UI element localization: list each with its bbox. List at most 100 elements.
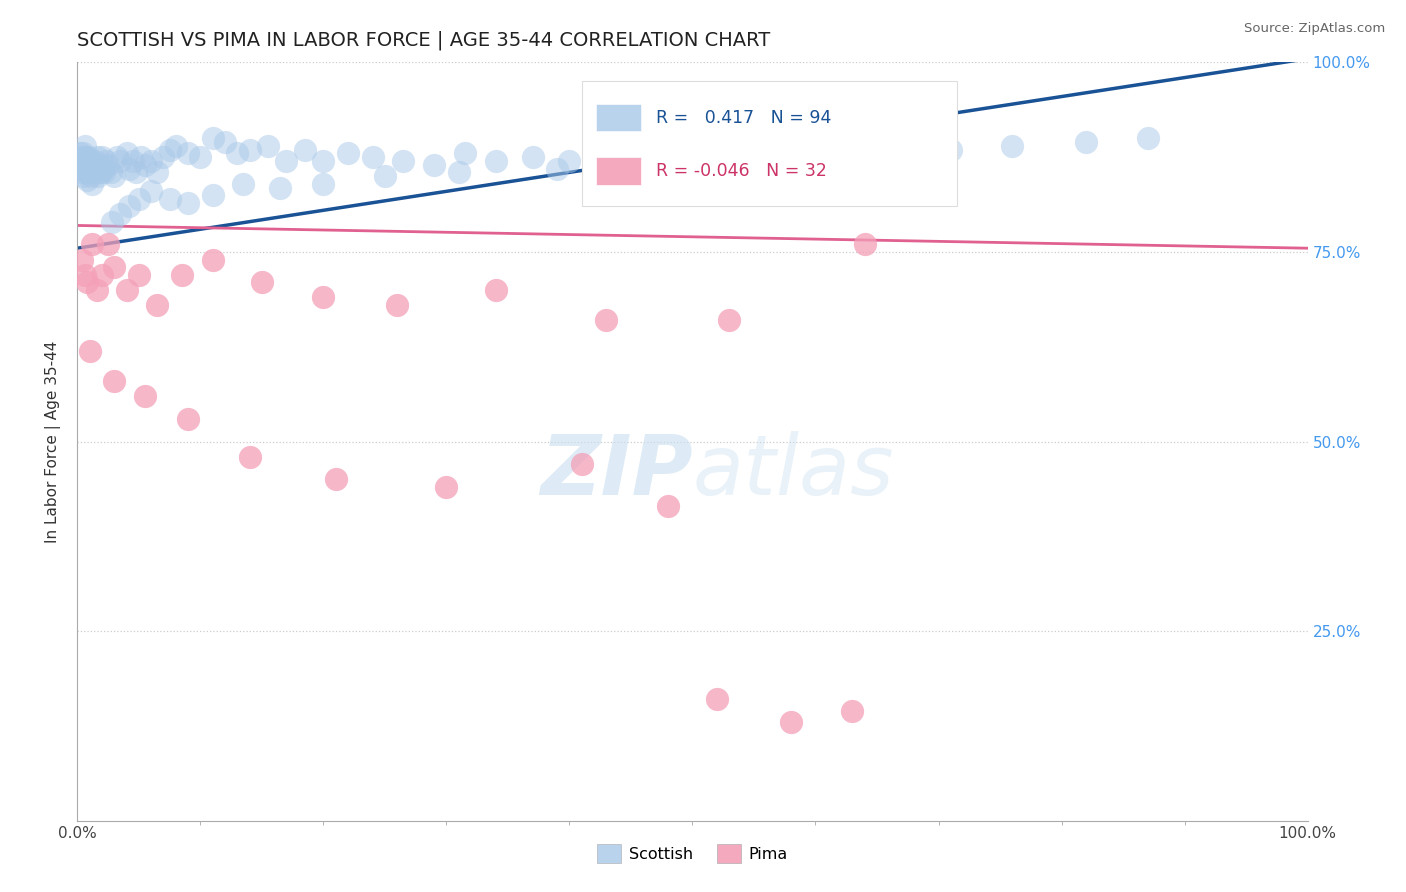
Point [436, 480, 458, 494]
Point [115, 283, 138, 297]
Point [82, 237, 104, 252]
Point [485, 153, 508, 168]
Point [257, 138, 280, 153]
FancyBboxPatch shape [596, 157, 641, 185]
Point [146, 298, 169, 312]
Point [657, 499, 679, 513]
Point [70, 150, 93, 164]
Point [134, 389, 156, 403]
Point [76, 173, 98, 187]
Point [134, 158, 156, 172]
Text: ZIP: ZIP [540, 432, 693, 512]
Point [101, 214, 124, 228]
Text: R = -0.046   N = 32: R = -0.046 N = 32 [655, 161, 827, 180]
Point [146, 165, 169, 179]
Point [201, 252, 224, 267]
Point [118, 161, 141, 176]
Point [125, 165, 148, 179]
Point [97, 158, 120, 172]
Point [82, 165, 104, 179]
Point [830, 146, 852, 161]
Point [93, 165, 115, 179]
Point [87, 169, 110, 184]
Point [239, 450, 262, 464]
Point [239, 143, 262, 157]
Point [79, 153, 101, 168]
Point [128, 192, 150, 206]
Point [115, 146, 138, 161]
Point [269, 180, 291, 194]
Point [100, 165, 122, 179]
Point [718, 313, 741, 327]
Point [201, 131, 224, 145]
Point [250, 275, 273, 289]
Point [170, 268, 193, 282]
Point [294, 143, 316, 157]
Point [522, 150, 544, 164]
FancyBboxPatch shape [596, 104, 641, 131]
Point [75, 150, 97, 164]
Point [454, 146, 477, 161]
Point [159, 192, 181, 206]
Point [853, 237, 876, 252]
Point [80, 169, 103, 184]
Point [177, 412, 200, 426]
Point [103, 374, 125, 388]
Point [392, 153, 415, 168]
Point [97, 237, 120, 252]
Point [485, 283, 508, 297]
Point [75, 165, 97, 179]
Point [73, 153, 96, 168]
Point [121, 153, 143, 168]
Point [79, 343, 101, 358]
Legend: Scottish, Pima: Scottish, Pima [591, 838, 794, 870]
Point [70, 153, 93, 168]
Point [879, 150, 901, 164]
Point [644, 153, 666, 168]
Point [731, 158, 754, 172]
Point [177, 195, 200, 210]
Y-axis label: In Labor Force | Age 35-44: In Labor Force | Age 35-44 [45, 341, 62, 542]
Point [447, 165, 470, 179]
Point [80, 161, 103, 176]
Point [177, 146, 200, 161]
Point [89, 158, 111, 172]
Point [69, 146, 91, 161]
Point [1076, 135, 1098, 149]
Point [361, 150, 384, 164]
Point [276, 153, 298, 168]
Point [76, 161, 98, 176]
Point [79, 165, 101, 179]
Point [571, 458, 593, 472]
Point [374, 169, 396, 184]
Point [312, 177, 335, 191]
Text: atlas: atlas [693, 432, 894, 512]
Point [1136, 131, 1159, 145]
Point [94, 153, 117, 168]
Point [423, 158, 446, 172]
Point [1001, 138, 1024, 153]
Point [86, 150, 108, 164]
Point [103, 260, 125, 275]
Point [159, 143, 181, 157]
Point [325, 473, 347, 487]
Point [118, 199, 141, 213]
Point [76, 275, 98, 289]
Point [70, 161, 93, 176]
Point [337, 146, 360, 161]
Point [141, 184, 163, 198]
Point [110, 207, 132, 221]
Point [201, 188, 224, 202]
Point [70, 165, 93, 179]
Point [152, 150, 174, 164]
FancyBboxPatch shape [582, 81, 957, 207]
Point [129, 150, 153, 164]
Point [90, 268, 114, 282]
Point [546, 161, 568, 176]
Point [214, 135, 236, 149]
Point [103, 169, 125, 184]
Text: R =   0.417   N = 94: R = 0.417 N = 94 [655, 109, 831, 127]
Text: SCOTTISH VS PIMA IN LABOR FORCE | AGE 35-44 CORRELATION CHART: SCOTTISH VS PIMA IN LABOR FORCE | AGE 35… [77, 30, 770, 50]
Text: Source: ZipAtlas.com: Source: ZipAtlas.com [1244, 22, 1385, 36]
Point [82, 177, 104, 191]
